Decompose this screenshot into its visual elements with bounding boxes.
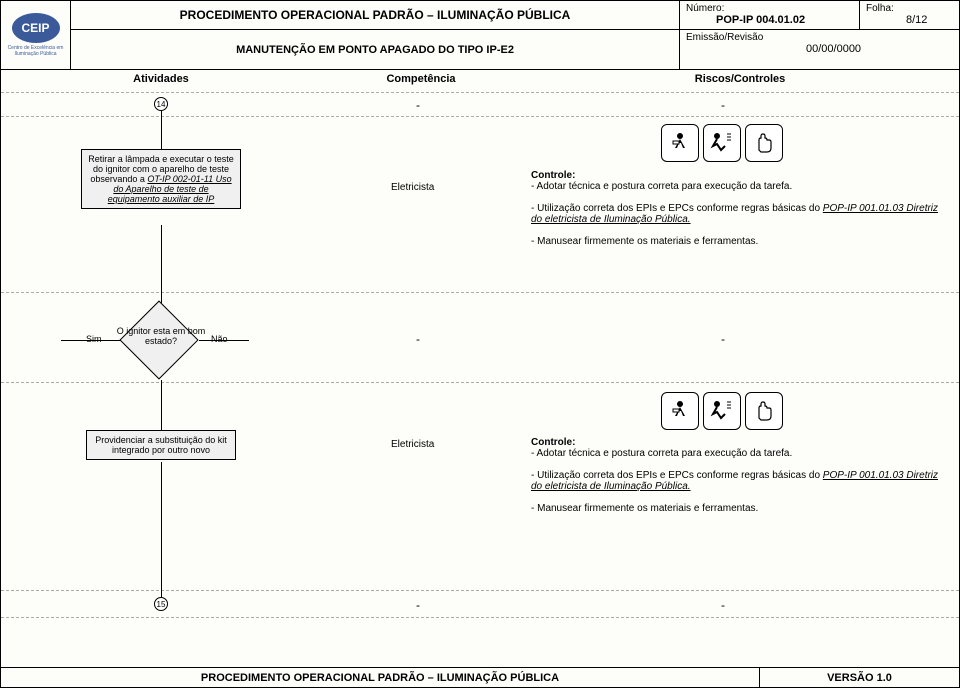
col-atividades: Atividades: [1, 70, 321, 92]
risk-line: - Adotar técnica e postura correta para …: [531, 181, 792, 192]
emissao-value: 00/00/0000: [686, 43, 953, 55]
risk-line: - Utilização correta dos EPIs e EPCs con…: [531, 203, 823, 214]
nao-label: Não: [211, 334, 228, 344]
risk-block-1: Controle: - Adotar técnica e postura cor…: [531, 170, 941, 247]
numero-label: Número:: [686, 3, 853, 14]
risk-line: - Adotar técnica e postura correta para …: [531, 448, 792, 459]
risk-line: - Manusear firmemente os materiais e fer…: [531, 503, 758, 514]
folha-value: 8/12: [866, 14, 953, 26]
connector-15: 15: [154, 597, 168, 611]
flow-line: [199, 340, 249, 341]
flow-line: [161, 462, 162, 597]
hand-icon: [745, 392, 783, 430]
activity-box-2: Providenciar a substituição do kit integ…: [86, 430, 236, 460]
divider: [1, 590, 959, 591]
numero-cell: Número: POP-IP 004.01.02: [679, 1, 859, 29]
divider: [1, 92, 959, 93]
decision-text: O ignitor esta em bom estado?: [116, 326, 206, 346]
flow-line: [161, 380, 162, 430]
risk-icons-1: [661, 124, 783, 162]
divider: [1, 617, 959, 618]
connector-14: 14: [154, 97, 168, 111]
document-footer: PROCEDIMENTO OPERACIONAL PADRÃO – ILUMIN…: [1, 667, 959, 687]
content-area: 14 - - Retirar a lâmpada e executar o te…: [1, 92, 959, 652]
logo-subtitle: Centro de Excelência em Iluminação Públi…: [1, 45, 70, 57]
sim-label: Sim: [86, 334, 102, 344]
competencia-eletricista: Eletricista: [391, 182, 434, 193]
activity-text: Retirar a lâmpada e executar o teste do …: [88, 154, 234, 204]
risk-dash: -: [721, 332, 725, 346]
logo-icon: CEIP: [12, 13, 60, 43]
divider: [1, 116, 959, 117]
document-header: CEIP Centro de Excelência em Iluminação …: [1, 1, 959, 70]
risk-icons-2: [661, 392, 783, 430]
header-titles: PROCEDIMENTO OPERACIONAL PADRÃO – ILUMIN…: [71, 1, 679, 69]
footer-version: VERSÃO 1.0: [759, 668, 959, 687]
risk-dash: -: [721, 98, 725, 112]
folha-label: Folha:: [866, 3, 953, 14]
comp-dash: -: [416, 98, 420, 112]
fall-icon: [703, 124, 741, 162]
injury-icon: [661, 392, 699, 430]
flow-line: [61, 340, 121, 341]
risk-dash: -: [721, 598, 725, 612]
folha-cell: Folha: 8/12: [859, 1, 959, 29]
comp-dash: -: [416, 332, 420, 346]
controle-label: Controle:: [531, 170, 575, 181]
risk-block-2: Controle: - Adotar técnica e postura cor…: [531, 437, 941, 514]
divider: [1, 382, 959, 383]
controle-label: Controle:: [531, 437, 575, 448]
emissao-cell: Emissão/Revisão 00/00/0000: [679, 29, 959, 69]
risk-line: - Manusear firmemente os materiais e fer…: [531, 236, 758, 247]
hand-icon: [745, 124, 783, 162]
risk-line: - Utilização correta dos EPIs e EPCs con…: [531, 470, 823, 481]
injury-icon: [661, 124, 699, 162]
col-riscos: Riscos/Controles: [521, 70, 959, 92]
flow-line: [161, 111, 162, 149]
divider: [1, 292, 959, 293]
doc-subtitle: MANUTENÇÃO EM PONTO APAGADO DO TIPO IP-E…: [71, 29, 679, 69]
comp-dash: -: [416, 598, 420, 612]
activity-box-1: Retirar a lâmpada e executar o teste do …: [81, 149, 241, 209]
logo-cell: CEIP Centro de Excelência em Iluminação …: [1, 1, 71, 69]
doc-title: PROCEDIMENTO OPERACIONAL PADRÃO – ILUMIN…: [71, 1, 679, 29]
col-competencia: Competência: [321, 70, 521, 92]
footer-title: PROCEDIMENTO OPERACIONAL PADRÃO – ILUMIN…: [1, 672, 759, 684]
emissao-label: Emissão/Revisão: [686, 32, 953, 43]
numero-value: POP-IP 004.01.02: [686, 14, 853, 26]
competencia-eletricista: Eletricista: [391, 439, 434, 450]
header-meta: Número: POP-IP 004.01.02 Folha: 8/12 Emi…: [679, 1, 959, 69]
column-headers: Atividades Competência Riscos/Controles: [1, 70, 959, 92]
fall-icon: [703, 392, 741, 430]
